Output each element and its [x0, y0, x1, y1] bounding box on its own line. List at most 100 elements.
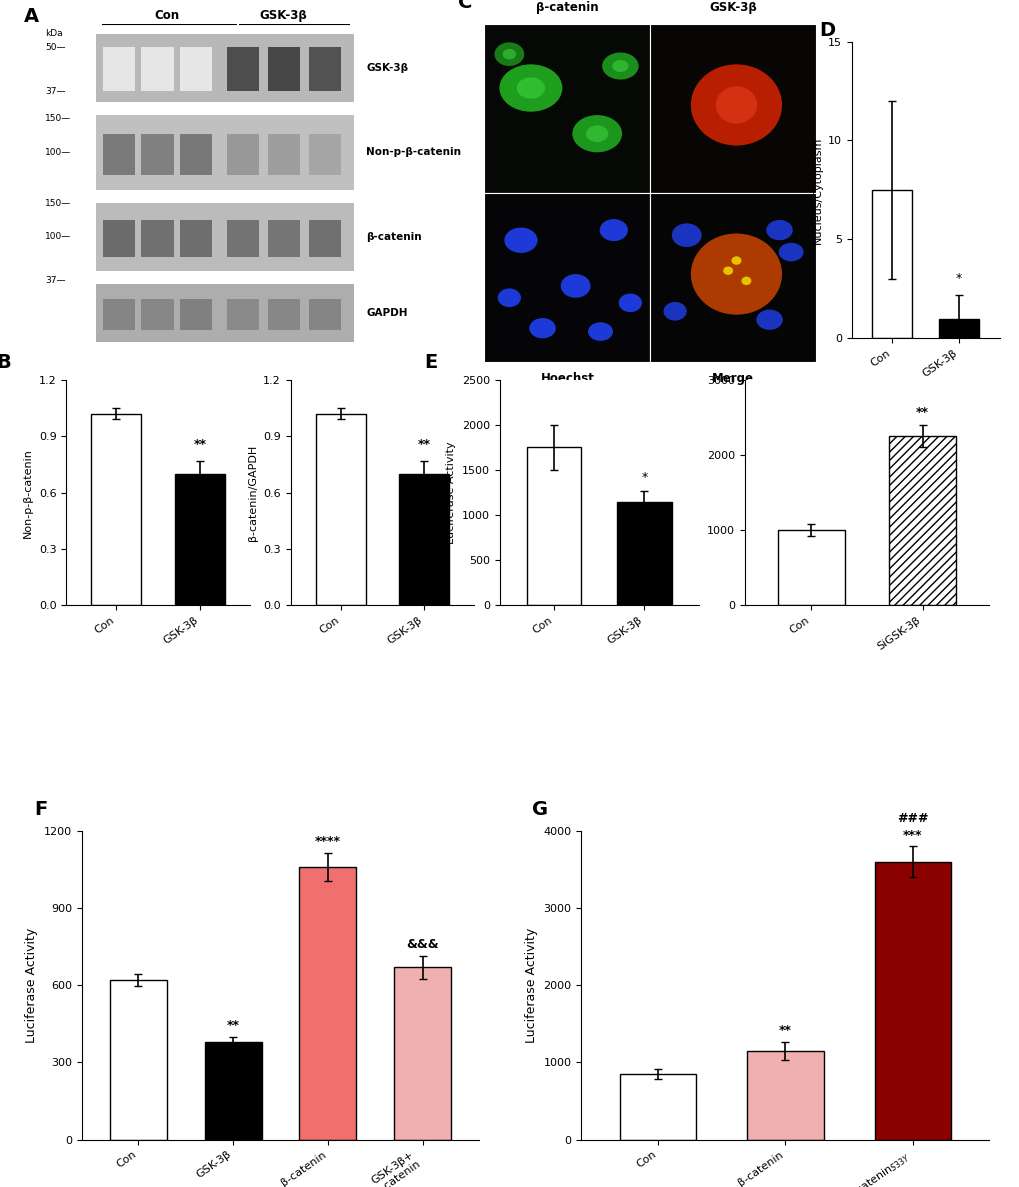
Bar: [484, 24, 650, 193]
Ellipse shape: [777, 243, 803, 261]
Bar: [268, 299, 300, 330]
Ellipse shape: [503, 228, 537, 253]
Y-axis label: Non-p-β-catenin: Non-p-β-catenin: [23, 447, 34, 538]
Text: Merge: Merge: [711, 373, 753, 386]
Ellipse shape: [517, 77, 544, 99]
Text: kDa: kDa: [45, 28, 62, 38]
Bar: [180, 220, 212, 258]
Bar: [227, 47, 259, 91]
Text: D: D: [818, 21, 835, 40]
Text: 37—: 37—: [45, 87, 65, 96]
Text: Con: Con: [155, 9, 179, 23]
Bar: [746, 1050, 823, 1140]
Bar: [527, 447, 581, 605]
Bar: [308, 134, 340, 174]
Bar: [316, 414, 366, 605]
Bar: [110, 980, 167, 1140]
Bar: [97, 203, 354, 271]
Text: B: B: [0, 353, 11, 372]
Text: **: **: [915, 406, 928, 419]
Ellipse shape: [502, 49, 516, 59]
Text: Non-p-β-catenin: Non-p-β-catenin: [366, 147, 461, 158]
Bar: [103, 220, 135, 258]
Bar: [871, 190, 911, 338]
Text: &&&: &&&: [406, 938, 438, 951]
Bar: [889, 437, 955, 605]
Bar: [103, 299, 135, 330]
Bar: [650, 24, 815, 193]
Ellipse shape: [672, 223, 701, 247]
Bar: [938, 318, 978, 338]
Text: 100—: 100—: [45, 148, 71, 157]
Y-axis label: Nucleus/Cytoplasm: Nucleus/Cytoplasm: [811, 137, 821, 243]
Bar: [227, 299, 259, 330]
Ellipse shape: [741, 277, 751, 285]
Text: **: **: [194, 438, 206, 451]
Bar: [620, 1074, 695, 1140]
Bar: [777, 531, 844, 605]
Bar: [142, 299, 173, 330]
Text: E: E: [424, 353, 437, 372]
Ellipse shape: [494, 43, 524, 66]
Text: 150—: 150—: [45, 114, 71, 123]
Bar: [103, 134, 135, 174]
Bar: [268, 134, 300, 174]
Y-axis label: Luciferase Activity: Luciferase Activity: [525, 927, 537, 1043]
Text: 100—: 100—: [45, 233, 71, 241]
Text: GSK-3β: GSK-3β: [708, 0, 756, 13]
Text: ***: ***: [902, 829, 922, 842]
Text: ****: ****: [315, 836, 340, 849]
Bar: [142, 47, 173, 91]
Ellipse shape: [588, 323, 612, 341]
Bar: [484, 193, 650, 362]
Text: GSK-3β: GSK-3β: [366, 63, 408, 72]
Ellipse shape: [756, 310, 783, 330]
Bar: [97, 34, 354, 102]
Ellipse shape: [611, 59, 628, 72]
Text: *: *: [955, 272, 962, 285]
Bar: [142, 134, 173, 174]
Bar: [308, 299, 340, 330]
Text: **: **: [418, 438, 430, 451]
Ellipse shape: [690, 234, 782, 315]
Bar: [97, 284, 354, 342]
Bar: [300, 867, 356, 1140]
Ellipse shape: [586, 126, 607, 142]
Bar: [398, 474, 448, 605]
Bar: [97, 115, 354, 190]
Ellipse shape: [599, 220, 628, 241]
Y-axis label: Luciferase Activity: Luciferase Activity: [25, 927, 38, 1043]
Ellipse shape: [731, 256, 741, 265]
Bar: [308, 220, 340, 258]
Text: GSK-3β: GSK-3β: [259, 9, 307, 23]
Y-axis label: β-catenin/GAPDH: β-catenin/GAPDH: [248, 444, 258, 541]
Bar: [205, 1042, 261, 1140]
Ellipse shape: [572, 115, 622, 152]
Bar: [268, 220, 300, 258]
Text: β-catenin: β-catenin: [366, 231, 422, 242]
Y-axis label: Luciferase Activity: Luciferase Activity: [446, 442, 455, 544]
Text: GAPDH: GAPDH: [366, 307, 408, 318]
Bar: [180, 299, 212, 330]
Bar: [393, 967, 450, 1140]
Ellipse shape: [722, 266, 733, 275]
Bar: [268, 47, 300, 91]
Ellipse shape: [619, 293, 641, 312]
Bar: [92, 414, 142, 605]
Ellipse shape: [690, 64, 782, 146]
Ellipse shape: [497, 288, 521, 307]
Text: **: **: [779, 1024, 791, 1037]
Text: 37—: 37—: [45, 277, 65, 285]
Bar: [616, 502, 671, 605]
Ellipse shape: [560, 274, 590, 298]
Bar: [103, 47, 135, 91]
Bar: [874, 862, 951, 1140]
Ellipse shape: [715, 87, 756, 123]
Text: A: A: [23, 7, 39, 26]
Text: Hoechst: Hoechst: [540, 373, 594, 386]
Bar: [180, 134, 212, 174]
Bar: [174, 474, 224, 605]
Text: β-catenin: β-catenin: [536, 0, 598, 13]
Text: F: F: [34, 800, 47, 819]
Bar: [180, 47, 212, 91]
